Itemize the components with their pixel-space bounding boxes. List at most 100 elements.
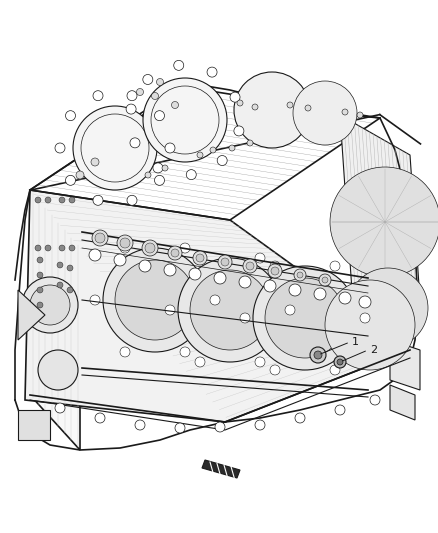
Circle shape <box>156 78 163 85</box>
Circle shape <box>210 295 220 305</box>
Circle shape <box>91 158 99 166</box>
Polygon shape <box>390 340 420 390</box>
Circle shape <box>348 268 428 348</box>
Circle shape <box>285 305 295 315</box>
Circle shape <box>155 175 165 185</box>
Circle shape <box>268 264 282 278</box>
Circle shape <box>95 413 105 423</box>
Circle shape <box>30 285 70 325</box>
Circle shape <box>289 284 301 296</box>
Circle shape <box>45 197 51 203</box>
Circle shape <box>339 292 351 304</box>
Circle shape <box>305 105 311 111</box>
Circle shape <box>335 405 345 415</box>
Circle shape <box>168 246 182 260</box>
Circle shape <box>164 264 176 276</box>
Circle shape <box>330 167 438 277</box>
Circle shape <box>69 245 75 251</box>
Circle shape <box>253 266 357 370</box>
Circle shape <box>325 280 415 370</box>
Circle shape <box>214 272 226 284</box>
Polygon shape <box>25 190 410 422</box>
Polygon shape <box>18 290 45 340</box>
Circle shape <box>95 233 105 243</box>
Circle shape <box>217 156 227 166</box>
Circle shape <box>342 109 348 115</box>
Circle shape <box>322 277 328 283</box>
Circle shape <box>165 143 175 153</box>
Circle shape <box>175 423 185 433</box>
Circle shape <box>117 235 133 251</box>
Circle shape <box>319 274 331 286</box>
Circle shape <box>66 111 75 120</box>
Circle shape <box>294 269 306 281</box>
Circle shape <box>264 280 276 292</box>
Circle shape <box>295 413 305 423</box>
Circle shape <box>247 140 253 146</box>
Circle shape <box>207 67 217 77</box>
Circle shape <box>73 106 157 190</box>
Circle shape <box>135 420 145 430</box>
Circle shape <box>197 152 203 158</box>
Circle shape <box>270 365 280 375</box>
Circle shape <box>255 420 265 430</box>
Circle shape <box>145 172 151 178</box>
Circle shape <box>155 111 165 120</box>
Circle shape <box>178 258 282 362</box>
Circle shape <box>297 272 303 278</box>
Circle shape <box>120 243 130 253</box>
Circle shape <box>243 259 257 273</box>
Circle shape <box>57 262 63 268</box>
Circle shape <box>337 359 343 365</box>
Circle shape <box>35 245 41 251</box>
Circle shape <box>37 302 43 308</box>
Circle shape <box>193 251 207 265</box>
Circle shape <box>67 265 73 271</box>
Circle shape <box>174 60 184 70</box>
Circle shape <box>103 248 207 352</box>
Circle shape <box>67 287 73 293</box>
Circle shape <box>360 313 370 323</box>
Circle shape <box>55 143 65 153</box>
Circle shape <box>357 112 363 118</box>
Circle shape <box>120 347 130 357</box>
Circle shape <box>293 81 357 145</box>
Circle shape <box>234 72 310 148</box>
Circle shape <box>89 249 101 261</box>
Circle shape <box>190 270 270 350</box>
Circle shape <box>330 261 340 271</box>
Circle shape <box>186 169 196 180</box>
Circle shape <box>221 258 229 266</box>
Circle shape <box>57 282 63 288</box>
Circle shape <box>127 91 137 101</box>
Circle shape <box>334 356 346 368</box>
Circle shape <box>143 78 227 162</box>
Circle shape <box>93 91 103 101</box>
Polygon shape <box>30 190 80 450</box>
Circle shape <box>90 295 100 305</box>
Circle shape <box>114 254 126 266</box>
Circle shape <box>310 347 326 363</box>
Circle shape <box>314 288 326 300</box>
Circle shape <box>229 145 235 151</box>
Circle shape <box>120 238 130 248</box>
Circle shape <box>195 253 205 263</box>
Circle shape <box>35 197 41 203</box>
Circle shape <box>255 357 265 367</box>
Circle shape <box>126 104 136 114</box>
Polygon shape <box>390 385 415 420</box>
Circle shape <box>171 249 179 257</box>
Circle shape <box>210 147 216 153</box>
Circle shape <box>69 197 75 203</box>
Circle shape <box>237 100 243 106</box>
Circle shape <box>370 395 380 405</box>
Circle shape <box>246 262 254 270</box>
Circle shape <box>330 365 340 375</box>
Polygon shape <box>202 460 240 478</box>
Circle shape <box>142 240 158 256</box>
Circle shape <box>45 245 51 251</box>
Circle shape <box>240 313 250 323</box>
Circle shape <box>143 75 153 84</box>
Circle shape <box>145 243 155 253</box>
Circle shape <box>252 104 258 110</box>
